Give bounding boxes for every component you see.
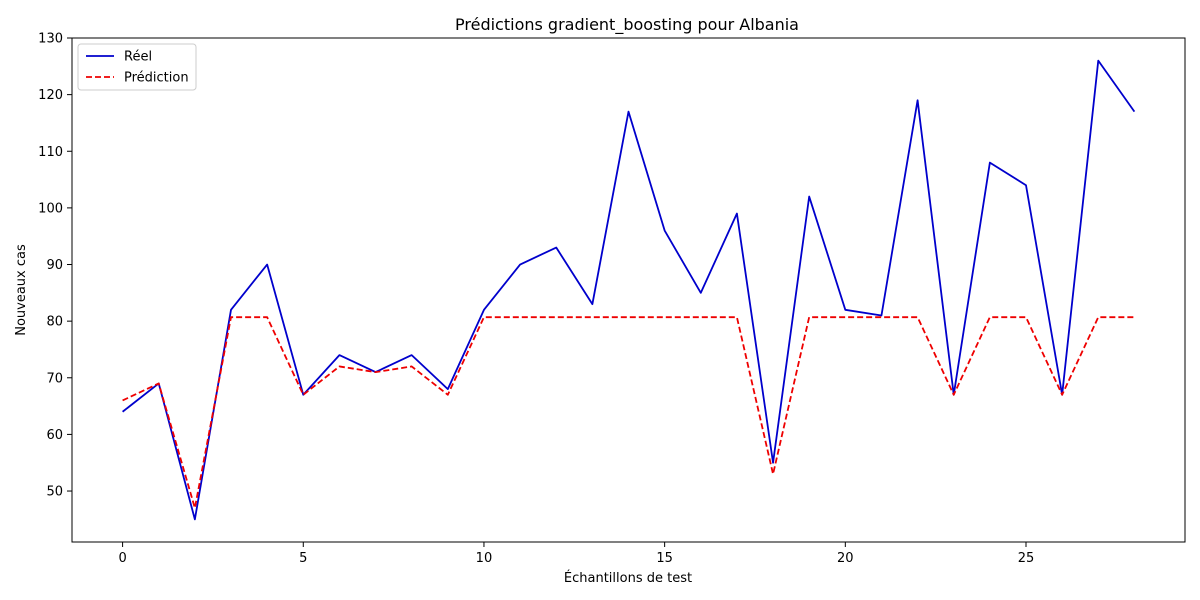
y-tick-label: 70	[46, 371, 63, 386]
y-tick-label: 130	[38, 32, 63, 47]
x-tick-label: 15	[656, 551, 673, 566]
y-tick-label: 80	[46, 315, 63, 330]
series-layer	[122, 59, 1136, 521]
plot-area	[71, 37, 1186, 543]
y-tick-label: 50	[46, 485, 63, 500]
legend-label: Prédiction	[124, 71, 189, 86]
y-tick-label: 60	[46, 428, 63, 443]
x-tick-label: 25	[1018, 551, 1035, 566]
y-tick-label: 90	[46, 258, 63, 273]
y-axis-title: Nouveaux cas	[14, 244, 29, 336]
x-axis-title: Échantillons de test	[564, 570, 692, 586]
y-tick-label: 110	[38, 145, 63, 160]
y-tick-label: 120	[38, 88, 63, 103]
x-tick-label: 20	[837, 551, 854, 566]
x-tick-label: 10	[476, 551, 493, 566]
series-line-reel	[122, 59, 1136, 521]
x-axis-ticks: 0 5 10 15 20 25	[118, 542, 1034, 566]
x-tick-label: 5	[299, 551, 307, 566]
plot-frame	[71, 37, 1186, 543]
y-tick-label: 100	[38, 201, 63, 216]
x-tick-label: 0	[118, 551, 126, 566]
y-axis-ticks: 50 60 70 80 90 100 110 120 130	[38, 32, 72, 500]
legend-label: Réel	[124, 50, 152, 65]
legend: Réel Prédiction	[77, 43, 197, 91]
chart-title: Prédictions gradient_boosting pour Alban…	[455, 15, 799, 35]
series-line-prediction	[122, 316, 1135, 509]
